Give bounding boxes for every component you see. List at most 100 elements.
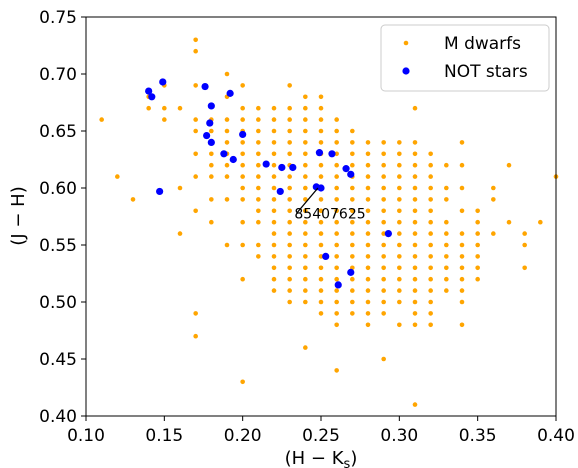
m-dwarfs-point-199	[381, 185, 386, 191]
m-dwarfs-point-259	[428, 288, 433, 293]
m-dwarfs-point-117	[303, 265, 308, 271]
x-tick-label: 0.40	[537, 426, 575, 446]
m-dwarfs-point-67	[271, 117, 277, 122]
m-dwarfs-point-25	[209, 162, 214, 168]
legend: M dwarfs NOT stars	[380, 24, 550, 92]
m-dwarfs-point-275	[459, 185, 465, 191]
m-dwarfs-point-106	[303, 140, 308, 145]
m-dwarfs-point-164	[350, 162, 355, 168]
m-dwarfs-point-140	[318, 311, 324, 316]
m-dwarfs-point-8	[177, 105, 183, 111]
m-dwarfs-point-262	[428, 322, 433, 328]
m-dwarfs-point-75	[271, 208, 277, 214]
m-dwarfs-point-142	[334, 128, 339, 134]
m-dwarfs-point-183	[365, 197, 371, 202]
m-dwarfs-point-68	[271, 128, 277, 134]
m-dwarfs-point-33	[224, 140, 230, 145]
m-dwarfs-point-194	[365, 322, 371, 328]
m-dwarfs-point-151	[334, 231, 339, 236]
m-dwarfs-point-74	[271, 197, 277, 202]
m-dwarfs-point-193	[365, 311, 371, 316]
m-dwarfs-point-295	[506, 162, 512, 168]
m-dwarfs-point-78	[271, 242, 277, 248]
m-dwarfs-point-197	[381, 162, 386, 168]
m-dwarfs-point-76	[271, 219, 277, 225]
y-axis-label: (J − H)	[8, 186, 29, 245]
m-dwarfs-point-31	[224, 117, 230, 122]
m-dwarfs-point-196	[381, 151, 386, 157]
m-dwarfs-point-227	[397, 322, 402, 328]
m-dwarfs-point-120	[303, 299, 308, 305]
m-dwarfs-point-91	[287, 185, 292, 191]
m-dwarfs-point-79	[271, 254, 277, 259]
m-dwarfs-point-137	[318, 276, 324, 282]
annotation-label: 85407625	[294, 207, 365, 223]
m-dwarfs-point-233	[412, 185, 418, 191]
m-dwarfs-point-62	[256, 208, 261, 214]
m-dwarfs-point-241	[412, 276, 418, 282]
m-dwarfs-point-230	[412, 151, 418, 157]
m-dwarfs-point-22	[209, 128, 214, 134]
m-dwarfs-point-292	[491, 185, 496, 191]
m-dwarfs-point-24	[209, 151, 214, 157]
m-dwarfs-point-150	[334, 219, 339, 225]
not-stars-point-6	[206, 119, 214, 127]
m-dwarfs-point-39	[240, 83, 245, 88]
m-dwarfs-point-71	[271, 162, 277, 168]
m-dwarfs-point-27	[209, 197, 214, 202]
m-dwarfs-point-123	[318, 105, 324, 111]
m-dwarfs-point-254	[428, 231, 433, 236]
not-stars-point-13	[262, 160, 270, 168]
m-dwarfs-point-282	[459, 288, 465, 293]
not-stars-point-11	[229, 155, 237, 164]
m-dwarfs-point-229	[412, 140, 418, 145]
m-dwarfs-point-50	[240, 242, 245, 248]
m-dwarfs-point-294	[491, 231, 496, 236]
m-dwarfs-point-153	[334, 254, 339, 259]
m-dwarfs-point-72	[271, 174, 277, 179]
m-dwarfs-point-245	[412, 322, 418, 328]
m-dwarfs-point-122	[318, 94, 324, 100]
m-dwarfs-point-14	[193, 117, 198, 122]
m-dwarfs-point-46	[240, 174, 245, 179]
m-dwarfs-point-253	[428, 219, 433, 225]
m-dwarfs-point-104	[303, 117, 308, 122]
m-dwarfs-point-257	[428, 265, 433, 271]
m-dwarfs-point-129	[318, 174, 324, 179]
m-dwarfs-point-284	[459, 322, 465, 328]
m-dwarfs-point-119	[303, 288, 308, 293]
m-dwarfs-point-64	[256, 242, 261, 248]
m-dwarfs-point-248	[428, 162, 433, 168]
m-dwarfs-point-44	[240, 151, 245, 157]
not-stars-point-12	[239, 130, 247, 139]
m-dwarfs-point-185	[365, 219, 371, 225]
m-dwarfs-point-221	[397, 242, 402, 248]
m-dwarfs-point-125	[318, 128, 324, 134]
m-dwarfs-point-175	[350, 288, 355, 293]
m-dwarfs-point-124	[318, 117, 324, 122]
m-dwarfs-point-171	[350, 242, 355, 248]
m-dwarfs-point-201	[381, 208, 386, 214]
m-dwarfs-point-15	[193, 128, 198, 134]
m-dwarfs-point-190	[365, 276, 371, 282]
m-dwarfs-point-289	[475, 254, 480, 259]
m-dwarfs-point-29	[224, 71, 230, 77]
m-dwarfs-point-17	[193, 174, 198, 179]
m-dwarfs-point-99	[287, 276, 292, 282]
m-dwarfs-point-48	[240, 197, 245, 202]
m-dwarfs-point-114	[303, 231, 308, 236]
m-dwarfs-point-208	[381, 288, 386, 293]
m-dwarfs-point-12	[193, 48, 198, 54]
legend-label-not-stars: NOT stars	[444, 62, 528, 82]
m-dwarfs-point-85	[287, 117, 292, 122]
not-stars-point-7	[203, 131, 211, 140]
m-dwarfs-point-273	[459, 140, 465, 145]
not-stars-point-19	[315, 149, 324, 157]
m-dwarfs-point-283	[459, 299, 465, 305]
m-dwarfs-point-251	[428, 197, 433, 202]
m-dwarfs-point-238	[412, 242, 418, 248]
m-dwarfs-point-134	[318, 242, 324, 248]
m-dwarfs-point-113	[303, 219, 308, 225]
m-dwarfs-point-239	[412, 254, 418, 259]
m-dwarfs-point-272	[444, 288, 449, 293]
